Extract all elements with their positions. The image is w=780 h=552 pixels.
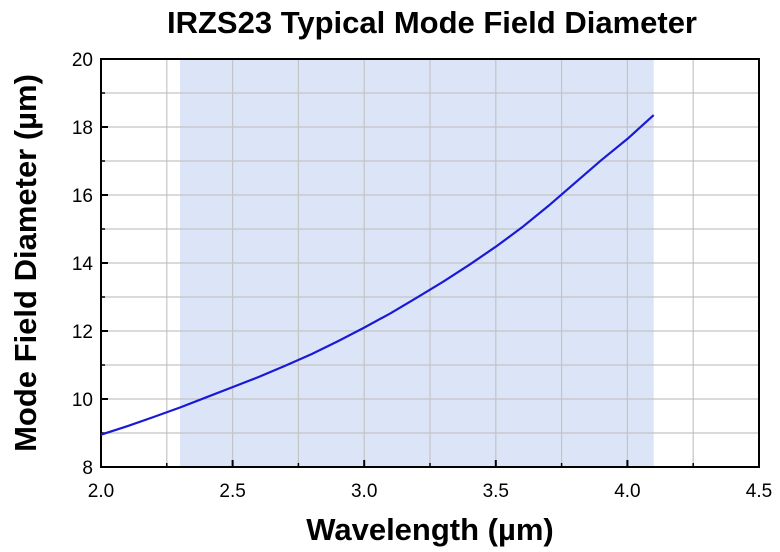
y-axis-label: Mode Field Diameter (µm) <box>8 74 43 452</box>
x-tick-label: 2.0 <box>88 481 114 502</box>
x-axis-label: Wavelength (µm) <box>306 512 554 547</box>
series-line <box>100 114 655 436</box>
y-tick-label: 8 <box>82 458 93 479</box>
y-tick-label: 14 <box>72 254 94 275</box>
y-tick-label: 10 <box>72 390 93 411</box>
chart-title: IRZS23 Typical Mode Field Diameter <box>167 5 697 40</box>
plot-area: 2.0 2.5 3.0 3.5 4.0 4.5 8 10 12 14 16 18 20 <box>72 50 772 502</box>
x-tick-label: 3.5 <box>483 481 509 502</box>
y-tick-label: 18 <box>72 118 93 139</box>
x-tick-label: 2.5 <box>219 481 245 502</box>
x-tick-label: 4.0 <box>614 481 640 502</box>
y-tick-label: 12 <box>72 322 93 343</box>
y-tick-label: 20 <box>72 50 93 71</box>
x-tick-label: 4.5 <box>746 481 772 502</box>
x-tick-label: 3.0 <box>351 481 377 502</box>
y-tick-label: 16 <box>72 186 93 207</box>
